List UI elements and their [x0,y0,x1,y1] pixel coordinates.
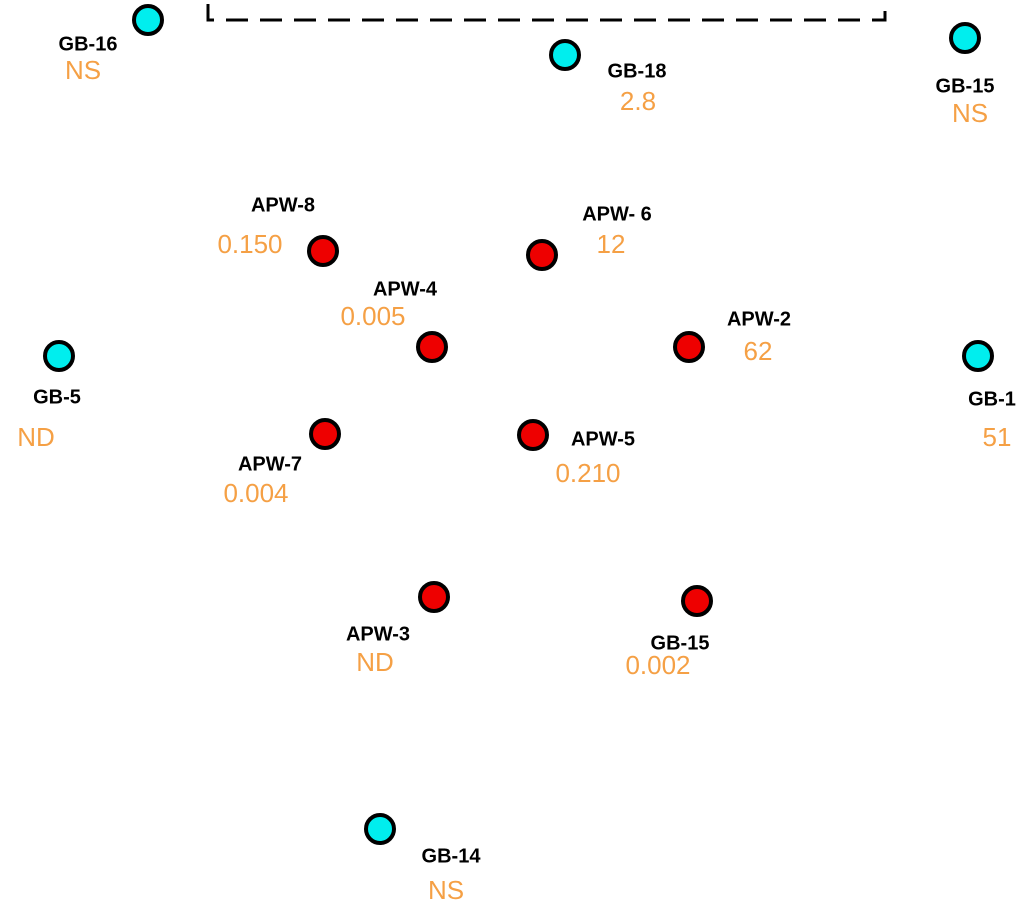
well-marker [549,39,581,71]
well-marker [418,581,450,613]
well-marker [517,419,549,451]
well-value: NS [952,98,988,128]
well-marker [416,331,448,363]
well-value: ND [17,422,55,452]
well-value: 0.002 [625,650,690,680]
well-label: APW-7 [238,453,302,475]
well-marker [307,235,339,267]
well-value: 12 [597,229,626,259]
well-marker [309,418,341,450]
well-value: 0.005 [340,301,405,331]
well-value: 0.150 [217,229,282,259]
well-label: GB-1 [968,388,1016,410]
well-marker [681,585,713,617]
well-label: GB-15 [651,632,710,654]
well-label: GB-14 [422,845,482,867]
well-label: APW- 6 [582,203,652,225]
well-marker [673,331,705,363]
well-label: APW-5 [571,428,635,450]
well-value: 0.210 [555,458,620,488]
well-marker [364,813,396,845]
well-value: NS [428,875,464,905]
well-value: NS [65,55,101,85]
well-marker [962,340,994,372]
well-label: GB-18 [608,60,667,82]
site-boundary [206,0,887,22]
well-marker [132,4,164,36]
well-value: 62 [744,336,773,366]
well-label: GB-15 [936,75,995,97]
well-value: 0.004 [223,478,288,508]
well-label: APW-8 [251,194,315,216]
well-label: GB-5 [33,386,81,408]
well-label: APW-4 [373,278,438,300]
well-label: APW-2 [727,308,791,330]
well-value: 2.8 [620,86,656,116]
well-marker [526,239,558,271]
well-label: GB-16 [59,33,118,55]
well-marker [43,340,75,372]
well-value: 51 [983,422,1012,452]
well-marker [949,22,981,54]
well-label: APW-3 [346,623,410,645]
well-value: ND [356,647,394,677]
